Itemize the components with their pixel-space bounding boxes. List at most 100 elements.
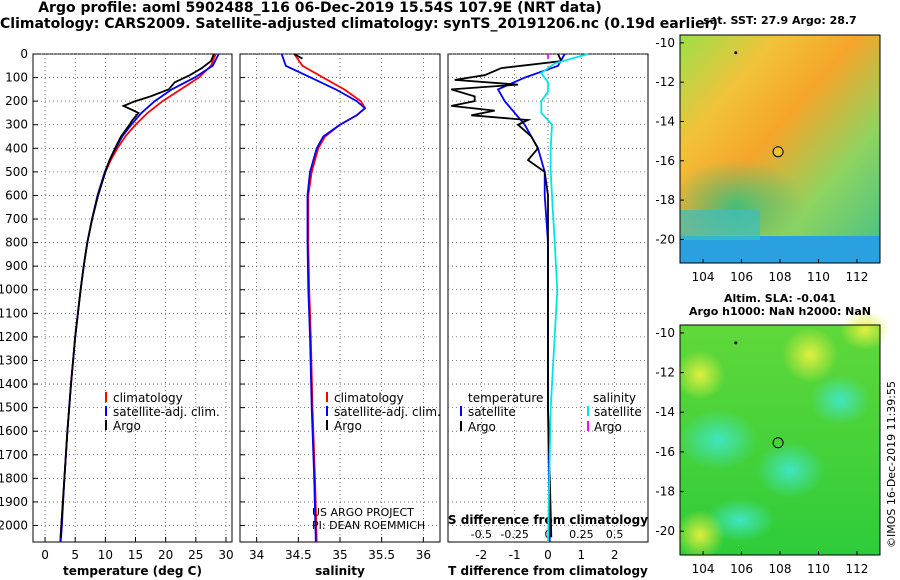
sla_map-secondary-marker (734, 341, 738, 345)
temperature-legend-item: climatology (113, 391, 183, 405)
difference-series-t-argo (451, 53, 563, 538)
temperature-ytick-label: 600 (5, 188, 28, 202)
difference-top-tick-label: -0.5 (471, 528, 492, 541)
temperature-ytick-label: 100 (5, 71, 28, 85)
project-credit: US ARGO PROJECT (312, 506, 414, 519)
imos-timestamp: ©IMOS 16-Dec-2019 11:39:55 (885, 381, 898, 548)
difference-legend-right-item: satellite (594, 405, 642, 419)
temperature-ytick-label: 1800 (0, 471, 28, 485)
temperature-xtick-label: 30 (218, 548, 233, 562)
temperature-panel: 0 5 10 15 20 25 300100200300400500600700800900… (0, 47, 234, 578)
sst-map-panel: 104 106 108 110 112 -10 -12 -14 -16 -18 -20 sat. SS… (655, 14, 881, 284)
sla_map-ytick-label: -12 (655, 366, 675, 380)
difference-xtick-label: 1 (578, 548, 586, 562)
difference-xlabel: T difference from climatology (448, 564, 648, 578)
temperature-ytick-label: 0 (20, 47, 28, 61)
sst-map-cool-band (680, 236, 880, 263)
temperature-xtick-label: 25 (188, 548, 203, 562)
difference-top-tick-label: 0.5 (606, 528, 624, 541)
sla_map-ytick-label: -20 (655, 524, 675, 538)
sst_map-ytick-label: -18 (655, 193, 675, 207)
sla_map-xtick-label: 108 (769, 562, 792, 576)
temperature-ytick-label: 700 (5, 212, 28, 226)
sla-map-panel: 104 106 108 110 112 -10 -12 -14 -16 -18 -20 Altim. … (655, 292, 890, 576)
salinity-xtick-label: 36 (416, 548, 431, 562)
sla_map-title: Altim. SLA: -0.041 (724, 292, 836, 305)
difference-panel: -2 -1 0 1 2-0.5 -0.25 0 0.25 0.5S difference fro… (447, 53, 649, 578)
sst_map-xtick-label: 104 (692, 270, 715, 284)
difference-xtick-label: 2 (611, 548, 619, 562)
temperature-series-argo (59, 53, 215, 538)
difference-xtick-label: 0 (544, 548, 552, 562)
temperature-ytick-label: 1700 (0, 448, 28, 462)
sst_map-xtick-label: 106 (730, 270, 753, 284)
salinity-xtick-label: 35.5 (368, 548, 395, 562)
sla_map-xtick-label: 104 (692, 562, 715, 576)
temperature-xtick-label: 10 (98, 548, 113, 562)
sst_map-argo-marker (772, 146, 784, 158)
temperature-ytick-label: 500 (5, 165, 28, 179)
difference-series-s-satellite (540, 53, 589, 543)
temperature-ytick-label: 1300 (0, 353, 28, 367)
sst_map-ytick-label: -20 (655, 232, 675, 246)
sla_map-ytick-label: -10 (655, 326, 675, 340)
temperature-ytick-label: 1900 (0, 495, 28, 509)
sst_map-xtick-label: 108 (769, 270, 792, 284)
temperature-ytick-label: 1200 (0, 330, 28, 344)
salinity-xtick-label: 34 (249, 548, 264, 562)
sst_map-xtick-label: 110 (807, 270, 830, 284)
figure-title-line2: Climatology: CARS2009. Satellite-adjuste… (0, 16, 718, 32)
temperature-ytick-label: 1500 (0, 401, 28, 415)
temperature-ytick-label: 900 (5, 259, 28, 273)
temperature-ytick-label: 1100 (0, 306, 28, 320)
temperature-ytick-label: 800 (5, 236, 28, 250)
salinity-xlabel: salinity (315, 564, 365, 578)
temperature-ytick-label: 1600 (0, 424, 28, 438)
temperature-ytick-label: 300 (5, 118, 28, 132)
difference-xtick-label: -1 (509, 548, 521, 562)
difference-legend-title-left: temperature (468, 391, 543, 405)
temperature-ytick-label: 1400 (0, 377, 28, 391)
sla_map-xtick-label: 112 (845, 562, 868, 576)
temperature-legend-item: Argo (113, 419, 141, 433)
temperature-legend-item: satellite-adj. clim. (113, 405, 220, 419)
sla_map-xtick-label: 106 (730, 562, 753, 576)
figure-title-block: Argo profile: aoml 5902488_116 06-Dec-20… (0, 0, 718, 32)
sla_map-xtick-label: 110 (807, 562, 830, 576)
salinity-xtick-label: 34.5 (285, 548, 312, 562)
temperature-ytick-label: 200 (5, 94, 28, 108)
sst_map-ytick-label: -14 (655, 114, 675, 128)
salinity-legend-item: Argo (334, 419, 362, 433)
salinity-xtick-label: 35 (332, 548, 347, 562)
temperature-xtick-label: 20 (158, 548, 173, 562)
salinity-series-argo (293, 53, 303, 60)
salinity-legend-item: climatology (334, 391, 404, 405)
sla_map-ytick-label: -16 (655, 445, 675, 459)
difference-xtick-label: -2 (475, 548, 487, 562)
sst_map-ytick-label: -10 (655, 36, 675, 50)
sst_map-secondary-marker (734, 51, 738, 55)
temperature-ytick-label: 1000 (0, 283, 28, 297)
sla_map-subtitle: Argo h1000: NaN h2000: NaN (689, 305, 871, 318)
temperature-ytick-label: 2000 (0, 518, 28, 532)
salinity-legend-item: satellite-adj. clim. (334, 405, 441, 419)
sla_map-argo-marker (772, 437, 784, 449)
difference-legend-left-item: Argo (468, 420, 496, 434)
salinity-panel: 34 34.5 35 35.5 36 salinity climatologysatelli… (239, 53, 441, 578)
difference-legend-left-item: satellite (468, 405, 516, 419)
temperature-xtick-label: 15 (128, 548, 143, 562)
difference-legend-title-right: salinity (593, 391, 636, 405)
sla_map-ytick-label: -14 (655, 405, 675, 419)
sst_map-title: sat. SST: 27.9 Argo: 28.7 (703, 14, 856, 27)
sla_map-ytick-label: -18 (655, 485, 675, 499)
salinity-series-satellite-adj-clim- (280, 53, 367, 543)
figure-title-line1: Argo profile: aoml 5902488_116 06-Dec-20… (38, 0, 602, 16)
sst_map-ytick-label: -16 (655, 154, 675, 168)
difference-legend-right-item: Argo (594, 420, 622, 434)
temperature-ytick-label: 400 (5, 141, 28, 155)
temperature-xlabel: temperature (deg C) (63, 564, 202, 578)
temperature-xtick-label: 0 (41, 548, 49, 562)
sst_map-xtick-label: 112 (845, 270, 868, 284)
pi-credit: PI: DEAN ROEMMICH (312, 519, 426, 532)
